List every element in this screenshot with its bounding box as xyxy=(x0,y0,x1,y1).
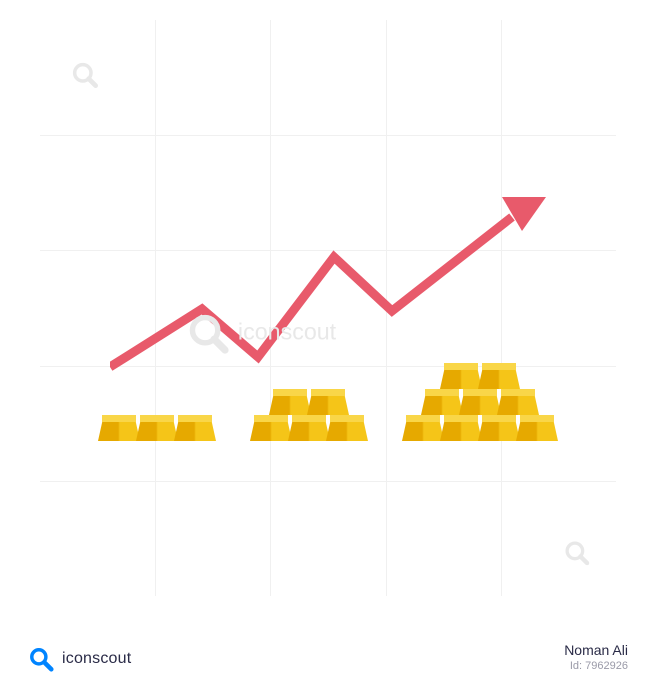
watermark-brand-text: iconscout xyxy=(238,319,336,345)
gold-bar xyxy=(269,389,311,415)
watermark-bottom-right xyxy=(563,539,590,566)
gold-bar xyxy=(440,363,482,389)
asset-id: Id: 7962926 xyxy=(564,660,628,672)
gold-bar xyxy=(459,389,501,415)
watermark-center: iconscout xyxy=(185,310,336,353)
gold-bar xyxy=(421,389,463,415)
gold-bar xyxy=(98,415,140,441)
gold-stack xyxy=(100,415,214,441)
iconscout-logo-icon xyxy=(563,539,590,566)
gold-bar xyxy=(516,415,558,441)
gold-bar-row xyxy=(423,389,537,415)
gold-bar xyxy=(497,389,539,415)
attribution-footer: iconscout Noman Ali Id: 7962926 xyxy=(0,622,656,700)
gold-bar-row xyxy=(100,415,214,441)
gold-bar-row xyxy=(252,415,366,441)
gold-bar-row xyxy=(404,415,556,441)
gold-bar xyxy=(174,415,216,441)
gold-bar xyxy=(402,415,444,441)
gold-bar xyxy=(478,363,520,389)
footer-brand-text: iconscout xyxy=(62,650,131,668)
gold-bar-row xyxy=(271,389,347,415)
gold-stack xyxy=(252,389,366,441)
iconscout-logo-icon xyxy=(70,60,98,88)
gold-stack xyxy=(404,363,556,441)
watermark-top-left xyxy=(70,60,98,88)
gold-bar xyxy=(326,415,368,441)
iconscout-logo-icon xyxy=(185,310,228,353)
gold-bar xyxy=(136,415,178,441)
gold-bar xyxy=(307,389,349,415)
gold-bar-row xyxy=(442,363,518,389)
gold-bar xyxy=(288,415,330,441)
gold-bar xyxy=(478,415,520,441)
illustration-canvas: iconscout xyxy=(40,20,616,596)
gold-bar xyxy=(440,415,482,441)
author-name: Noman Ali xyxy=(564,642,628,658)
footer-brand-block: iconscout xyxy=(28,646,131,672)
iconscout-logo-icon xyxy=(28,646,54,672)
gold-bar xyxy=(250,415,292,441)
footer-meta: Noman Ali Id: 7962926 xyxy=(564,642,628,672)
